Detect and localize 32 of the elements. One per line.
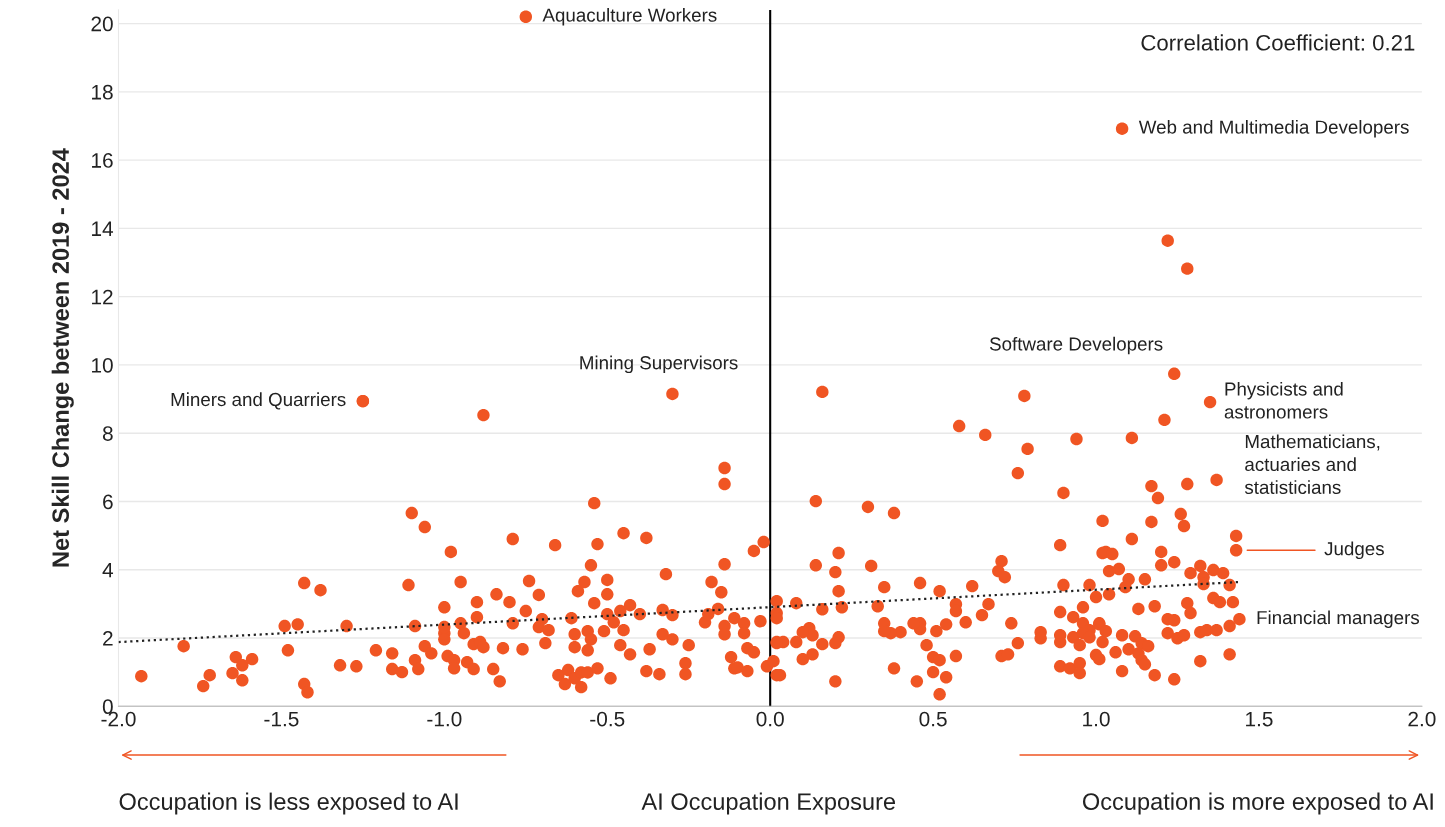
annotation: Physicists and astronomers — [1224, 381, 1343, 419]
y-axis-title: Net Skill Change between 2019 - 2024 — [51, 148, 74, 567]
annotation: Correlation Coefficient: 0.21 — [1141, 34, 1415, 51]
x-tick-label: 1.0 — [1083, 711, 1110, 727]
annotation: Mathematicians, actuaries and statisticians — [1244, 434, 1380, 495]
annotation: Software Developers — [989, 336, 1163, 355]
x-tick-label: 0.5 — [919, 711, 947, 727]
y-tick-label: 14 — [92, 221, 114, 236]
x-tick-label: 2.0 — [1408, 711, 1436, 727]
annotation: Financial managers — [1257, 610, 1420, 628]
x-tick-label: 1.5 — [1246, 711, 1273, 727]
y-tick-label: 4 — [102, 562, 114, 578]
x-tick-label: -1.0 — [427, 711, 462, 727]
annotation: Mining Supervisors — [580, 355, 738, 374]
text: Occupation is less exposed to AI — [119, 792, 458, 815]
y-tick-label: 16 — [92, 153, 113, 168]
text: Occupation is more exposed to AI — [1082, 792, 1433, 815]
y-tick-label: 2 — [103, 630, 113, 646]
annotation: Miners and Quarriers — [171, 392, 346, 410]
x-tick-label: -0.5 — [590, 711, 625, 727]
annotation: Aquaculture Workers — [542, 8, 717, 26]
y-tick-label: 20 — [91, 16, 113, 32]
x-axis-title: AI Occupation Exposure — [641, 792, 896, 815]
y-tick-label: 8 — [102, 426, 113, 441]
y-tick-label: 18 — [92, 84, 113, 100]
y-tick-label: 6 — [103, 494, 113, 510]
y-tick-label: 10 — [92, 357, 113, 373]
annotation: Judges — [1324, 541, 1384, 560]
annotation: Web and Multimedia Developers — [1138, 119, 1409, 138]
x-tick-label: 0.0 — [756, 711, 784, 727]
y-tick-label: 12 — [92, 289, 113, 305]
x-tick-label: -1.5 — [264, 711, 299, 727]
